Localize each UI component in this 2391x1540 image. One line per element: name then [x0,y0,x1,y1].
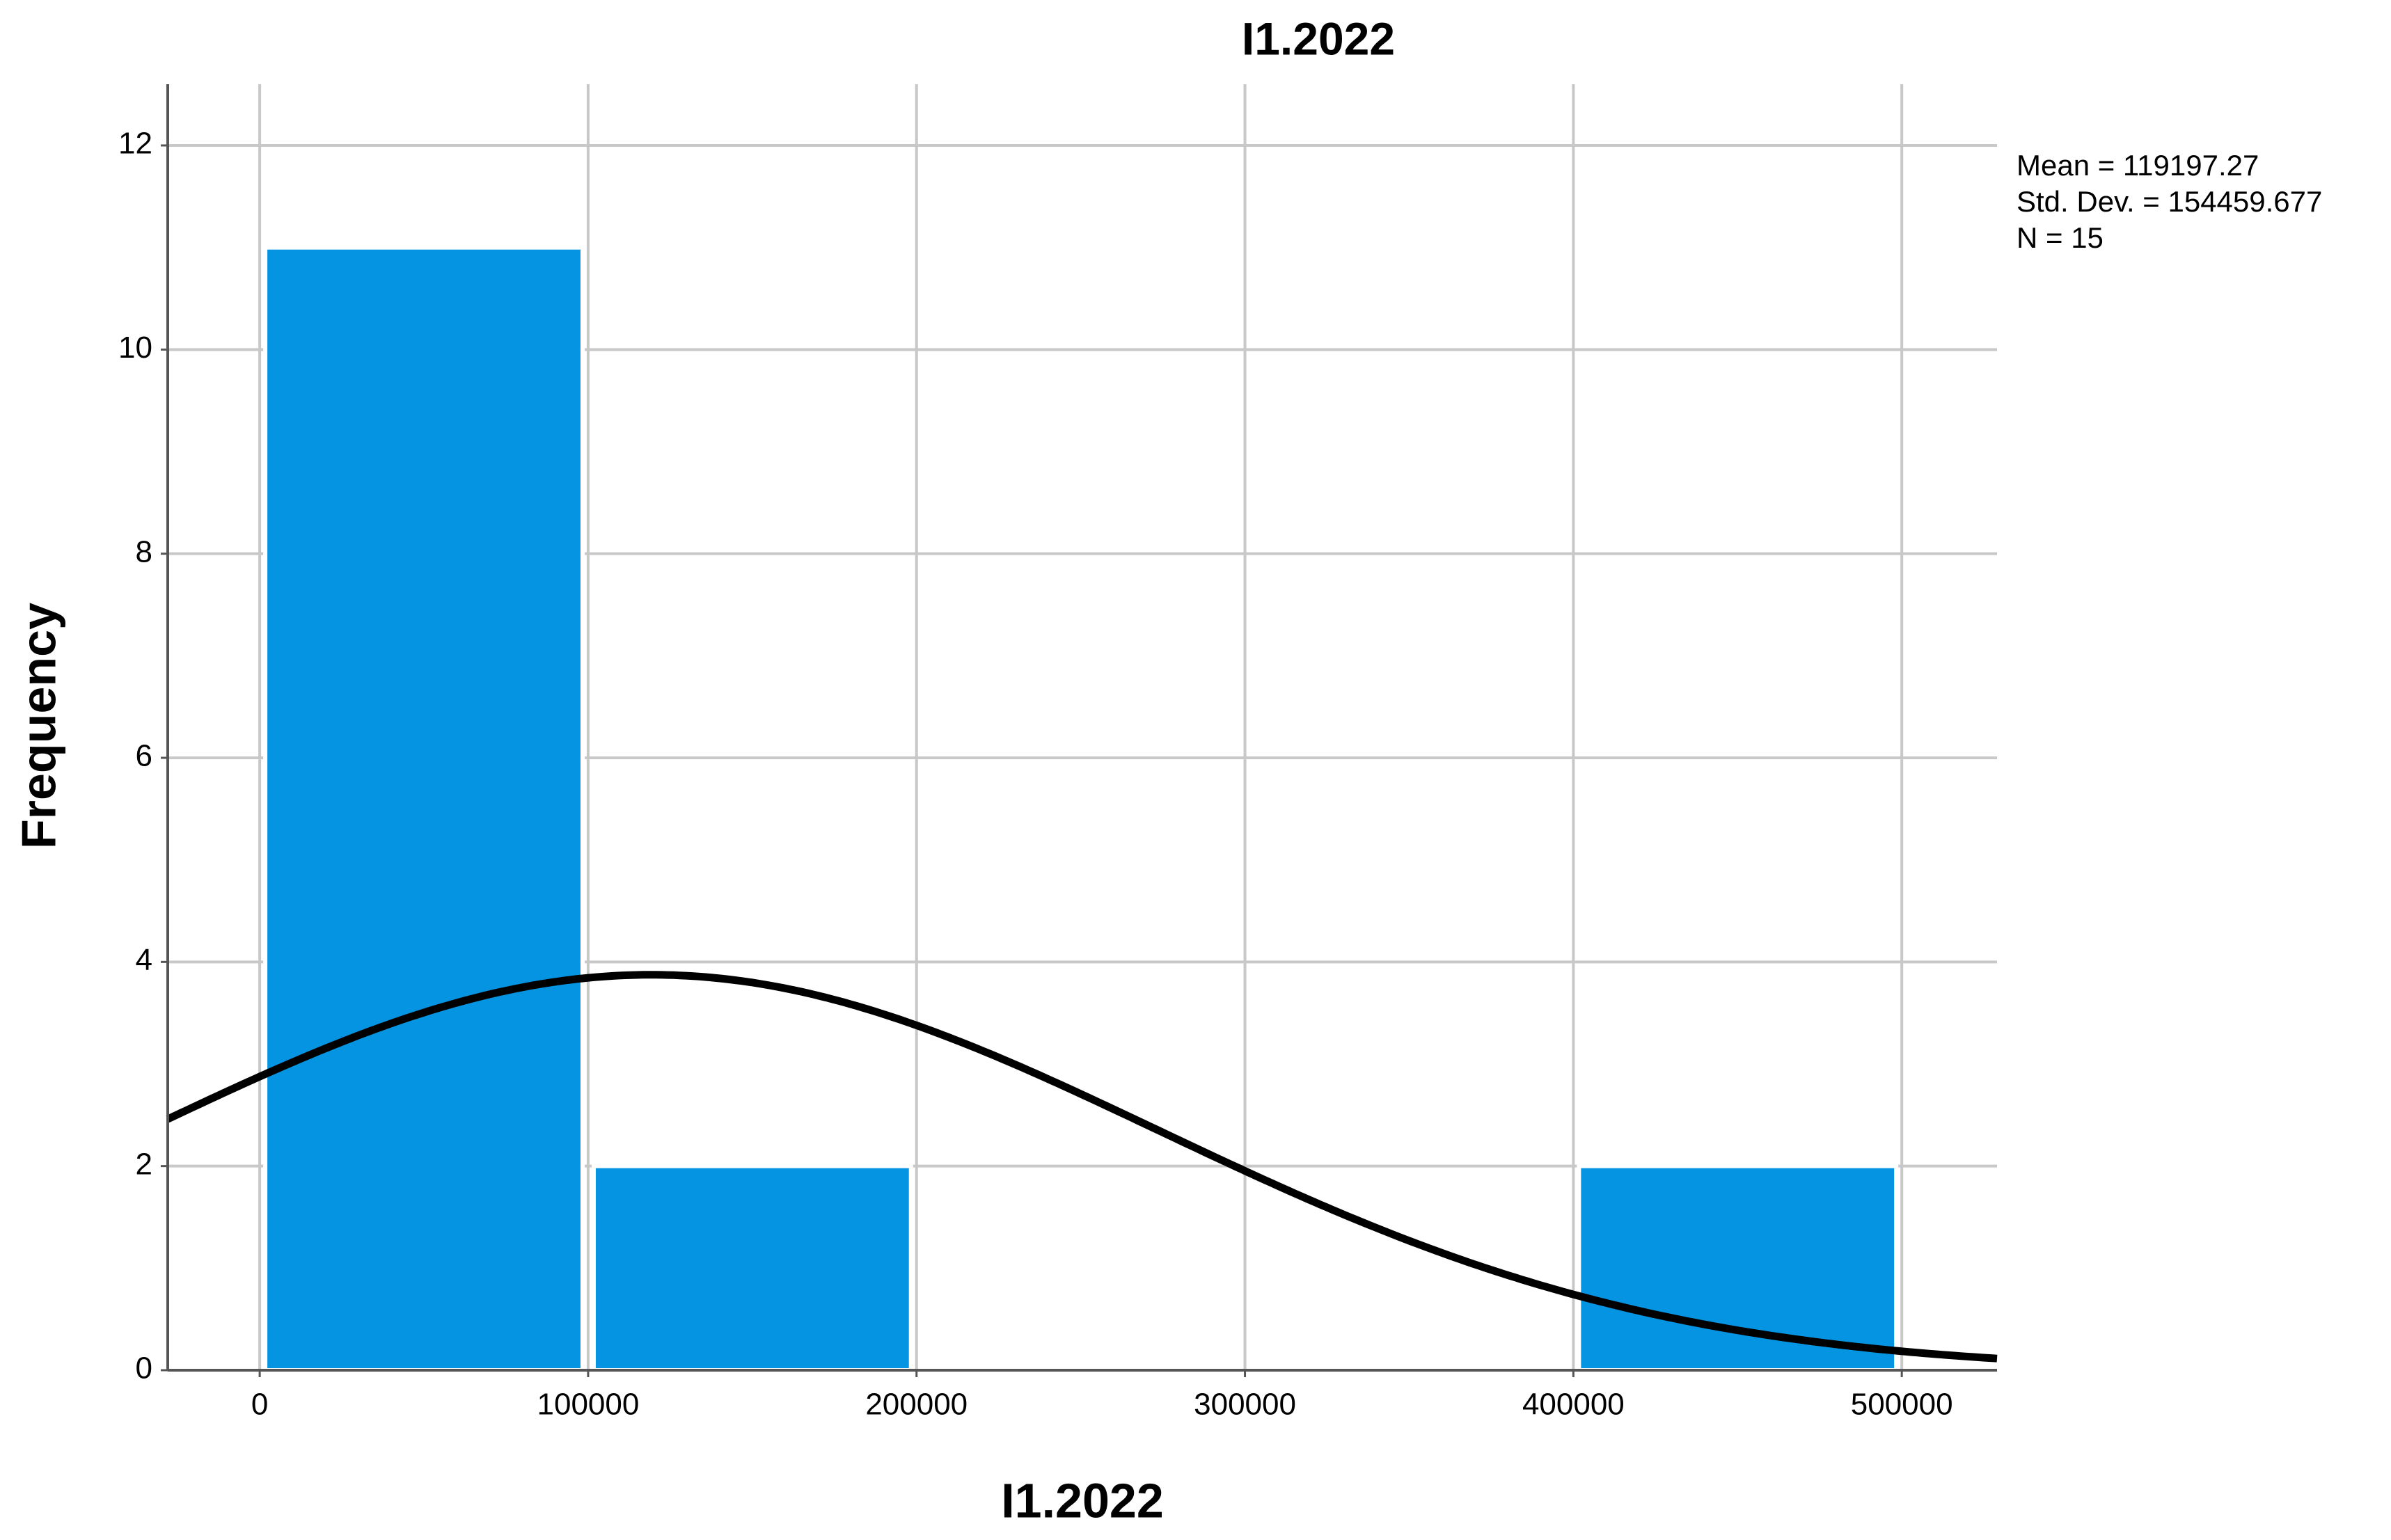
y-tick-label: 4 [136,943,152,977]
stats-label: Std. Dev. = 154459.677 [2017,185,2322,218]
x-tick-label: 300000 [1194,1388,1296,1422]
x-tick-label: 200000 [865,1388,968,1422]
x-tick-label: 500000 [1851,1388,1953,1422]
y-axis-title: Frequency [11,603,65,849]
y-tick-label: 8 [136,534,152,569]
stats-label: Mean = 119197.27 [2017,149,2259,182]
x-tick-label: 400000 [1522,1388,1625,1422]
bar [1577,1164,1899,1372]
y-tick-label: 0 [136,1351,152,1386]
x-axis-title: I1.2022 [1001,1473,1164,1527]
chart-title: I1.2022 [1242,13,1395,64]
y-tick-label: 12 [118,127,152,161]
y-tick-label: 10 [118,331,152,365]
bar [591,1164,913,1372]
normal-curve [166,971,1998,1363]
stats-label: N = 15 [2017,221,2104,254]
x-tick-label: 100000 [537,1388,640,1422]
bar [263,245,585,1373]
y-tick-label: 2 [136,1147,152,1181]
y-tick-label: 6 [136,739,152,773]
x-tick-label: 0 [251,1388,268,1422]
